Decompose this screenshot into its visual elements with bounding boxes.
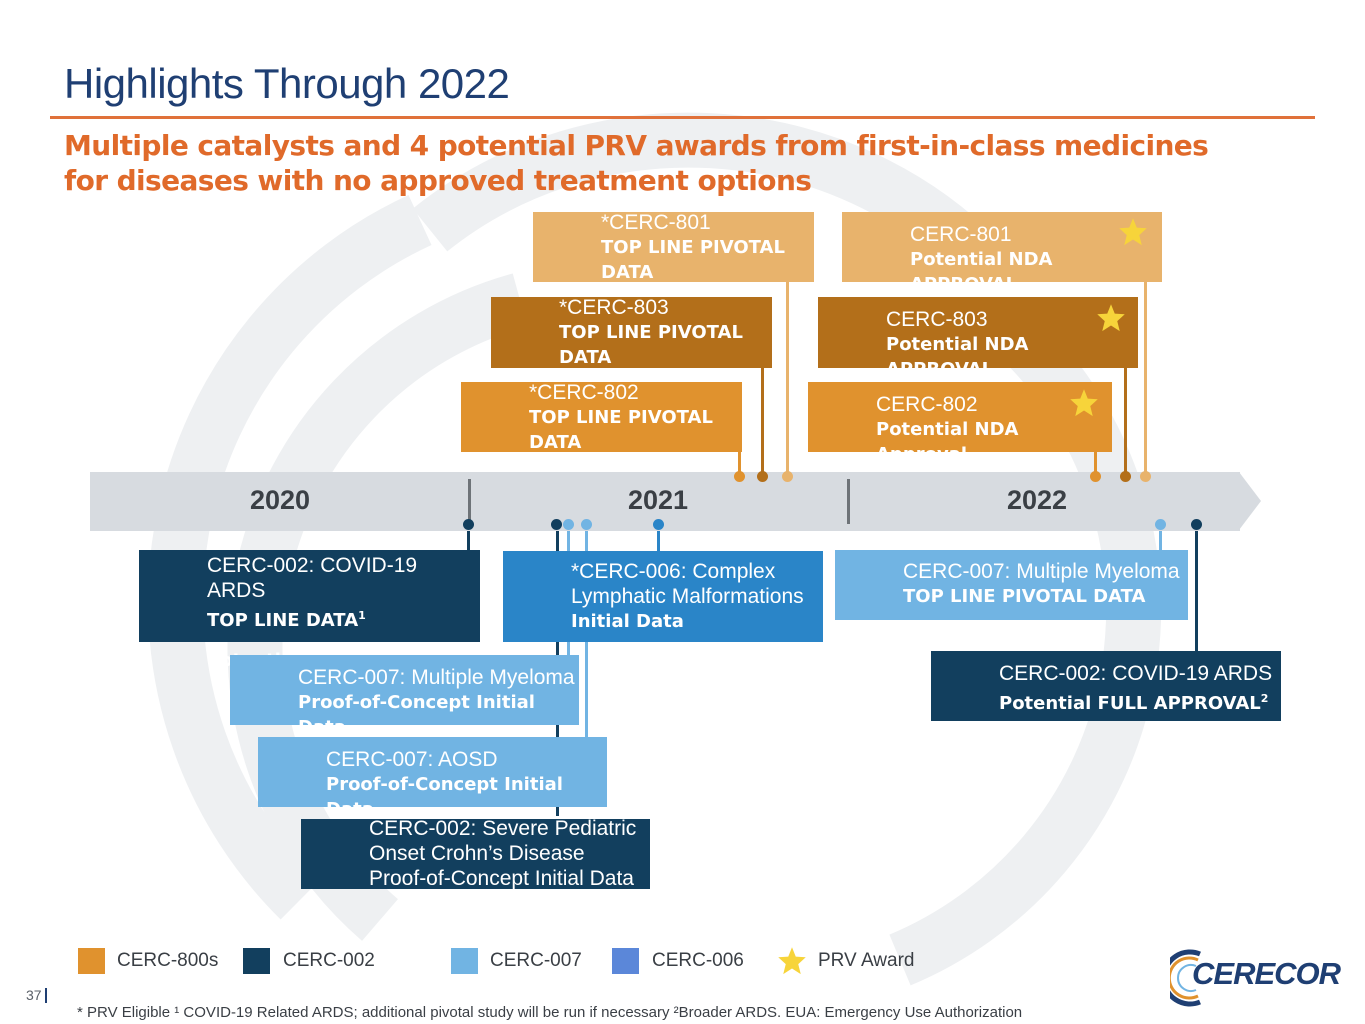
connector-clm <box>657 524 660 552</box>
star-icon <box>778 947 806 975</box>
logo-text: CERECOR <box>1192 956 1341 991</box>
connector-full <box>1195 524 1198 654</box>
box-detail: Proof-of-Concept Initial Data <box>326 774 563 820</box>
box-heading: *CERC-801 <box>601 211 711 234</box>
milestone-dot <box>463 519 474 530</box>
box-detail: TOP LINE PIVOTAL <box>601 237 785 258</box>
box-detail: DATA <box>559 347 612 368</box>
legend-label: CERC-006 <box>652 950 744 971</box>
cerc-002-ards-box: CERC-002: COVID-19 ARDS TOP LINE DATA1 P… <box>139 550 480 671</box>
legend-label: CERC-007 <box>490 950 582 971</box>
year-divider <box>847 479 850 524</box>
box-heading: *CERC-803 <box>559 296 669 319</box>
box-heading: CERC-803 <box>886 308 988 331</box>
box-heading: CERC-007: Multiple Myeloma <box>903 560 1180 583</box>
connector-n801 <box>1144 282 1147 476</box>
box-heading: CERC-802 <box>876 393 978 416</box>
connector-ards <box>467 524 470 552</box>
milestone-dot <box>1140 471 1151 482</box>
year-2020: 2020 <box>250 485 311 515</box>
box-detail: Initial Data <box>571 611 684 632</box>
cerc-007-mm-poc-box: CERC-007: Multiple Myeloma Proof-of-Conc… <box>230 655 579 738</box>
connector-803 <box>761 368 764 476</box>
milestone-dot <box>1155 519 1166 530</box>
star-icon <box>1070 389 1098 417</box>
box-heading: Proof-of-Concept Initial Data <box>369 867 634 890</box>
cerc-803-nda-box: CERC-803 Potential NDA APPROVAL <box>818 297 1138 380</box>
box-detail: TOP LINE PIVOTAL DATA <box>903 586 1146 607</box>
title-divider <box>50 116 1315 119</box>
cerc-802-nda-box: CERC-802 Potential NDA Approval <box>808 382 1112 465</box>
page-subtitle: Multiple catalysts and 4 potential PRV a… <box>64 129 1209 197</box>
milestone-dot <box>782 471 793 482</box>
box-detail: DATA <box>601 262 654 283</box>
milestone-dot <box>551 519 562 530</box>
box-heading: CERC-002: COVID-19 ARDS <box>207 554 418 602</box>
connector-n803 <box>1124 368 1127 476</box>
milestone-dot <box>581 519 592 530</box>
legend-swatch-800s <box>78 948 105 974</box>
year-divider <box>468 479 471 524</box>
box-detail: TOP LINE PIVOTAL <box>559 322 743 343</box>
legend-swatch-002 <box>243 948 270 974</box>
page-number-bar <box>45 988 47 1003</box>
box-detail: Potential NDA APPROVAL <box>910 249 1053 295</box>
cerecor-logo-mark <box>1170 949 1201 1007</box>
box-detail: Proof-of-Concept Initial Data <box>298 692 535 738</box>
box-heading: *CERC-802 <box>529 381 639 404</box>
cerc-006-clm-box: *CERC-006: Complex Lymphatic Malformatio… <box>503 551 823 642</box>
timeline-arrow <box>1239 472 1261 530</box>
page-title: Highlights Through 2022 <box>64 60 510 107</box>
box-detail: Potential NDA Approval <box>876 419 1019 465</box>
cerc-803-topline-box: *CERC-803 TOP LINE PIVOTAL DATA <box>491 296 772 368</box>
star-icon <box>1097 304 1125 332</box>
milestone-dot <box>1120 471 1131 482</box>
year-2022: 2022 <box>1007 485 1068 515</box>
footnote: * PRV Eligible ¹ COVID-19 Related ARDS; … <box>77 1004 1023 1021</box>
box-heading: CERC-002: COVID-19 ARDS <box>999 662 1273 685</box>
cerc-007-aosd-box: CERC-007: AOSD Proof-of-Concept Initial … <box>258 737 607 820</box>
box-heading: CERC-007: Multiple Myeloma <box>298 666 575 689</box>
year-2021: 2021 <box>628 485 689 515</box>
cerc-002-full-approval-box: CERC-002: COVID-19 ARDS Potential FULL A… <box>931 651 1281 721</box>
connector-n802 <box>1094 452 1097 476</box>
legend-label: CERC-800s <box>117 950 219 971</box>
cerc-007-mm-pivotal-box: CERC-007: Multiple Myeloma TOP LINE PIVO… <box>835 550 1188 620</box>
connector-801 <box>786 282 789 476</box>
legend-label: CERC-002 <box>283 950 375 971</box>
legend-label: PRV Award <box>818 950 915 971</box>
box-heading: *CERC-006: Complex <box>571 560 776 583</box>
box-heading: Onset Crohn’s Disease <box>369 842 585 865</box>
page-number: 37 <box>26 987 42 1003</box>
box-heading: Lymphatic Malformations <box>571 585 804 608</box>
milestone-dot <box>653 519 664 530</box>
timeline-band <box>90 472 1240 531</box>
box-heading: CERC-801 <box>910 223 1012 246</box>
box-detail: TOP LINE PIVOTAL <box>529 407 713 428</box>
cerc-002-crohn-box: CERC-002: Severe Pediatric Onset Crohn’s… <box>301 817 650 890</box>
star-icon <box>1119 218 1147 246</box>
cerc-801-nda-box: CERC-801 Potential NDA APPROVAL <box>842 212 1162 295</box>
milestone-dot <box>734 471 745 482</box>
box-heading: CERC-002: Severe Pediatric <box>369 817 637 840</box>
milestone-dot <box>563 519 574 530</box>
connector-802 <box>738 452 741 476</box>
cerc-801-topline-box: *CERC-801 TOP LINE PIVOTAL DATA <box>533 211 814 283</box>
box-detail: DATA <box>529 432 582 453</box>
connector-mm-piv <box>1159 524 1162 552</box>
box-detail: TOP LINE DATA1 <box>207 609 366 631</box>
box-heading: CERC-007: AOSD <box>326 748 498 771</box>
milestone-dot <box>1090 471 1101 482</box>
milestone-dot <box>757 471 768 482</box>
legend-swatch-006 <box>612 948 639 974</box>
cerc-802-topline-box: *CERC-802 TOP LINE PIVOTAL DATA <box>461 381 742 453</box>
box-detail: Potential FULL APPROVAL2 <box>999 692 1269 714</box>
box-detail: Potential NDA APPROVAL <box>886 334 1029 380</box>
milestone-dot <box>1191 519 1202 530</box>
legend-swatch-007 <box>451 948 478 974</box>
